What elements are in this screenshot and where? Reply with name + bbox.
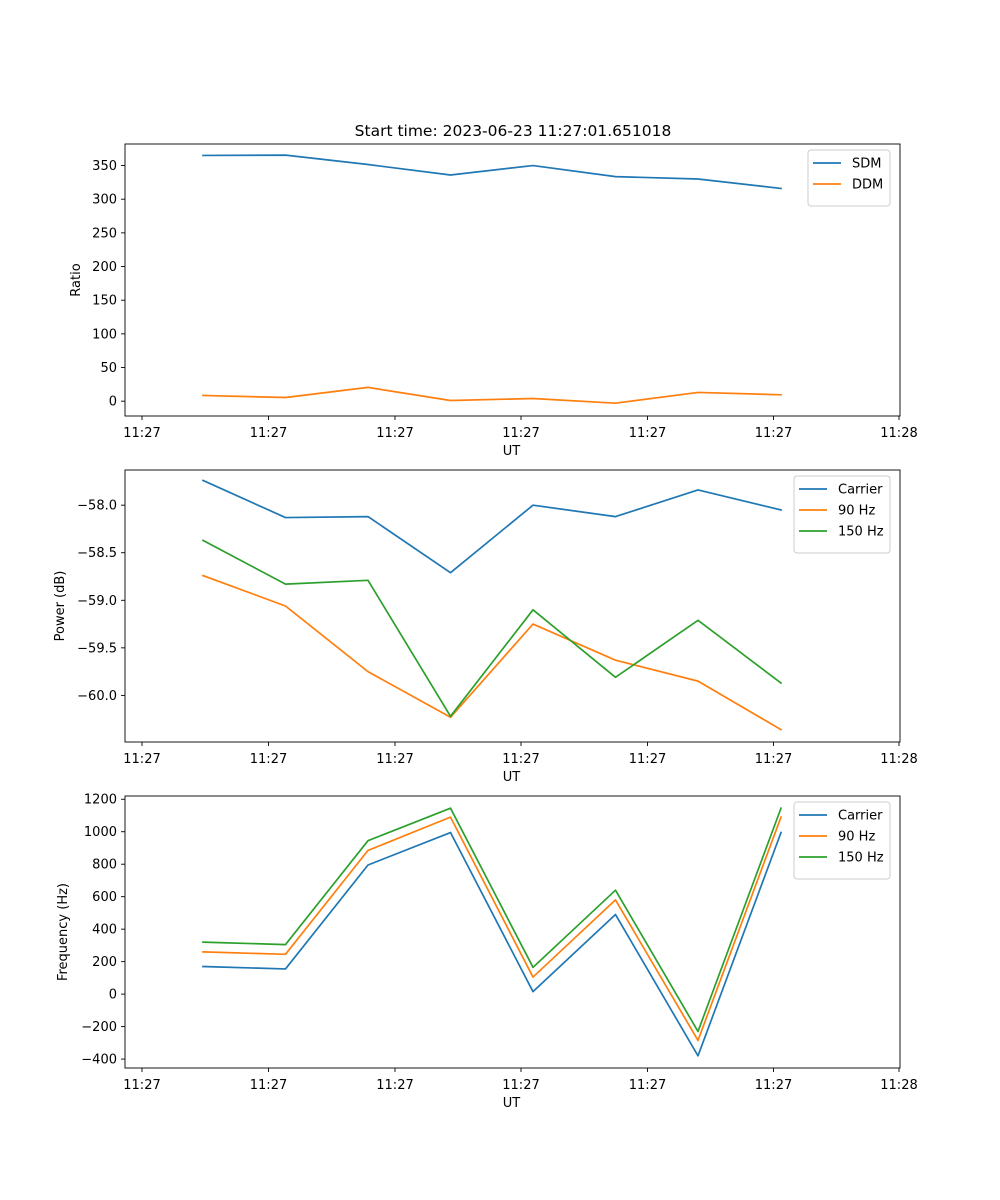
- y-tick-label: −400: [81, 1053, 117, 1068]
- legend: Carrier 90 Hz 150 Hz: [793, 475, 891, 554]
- x-axis-label: UT: [503, 770, 521, 785]
- y-tick-label: 1200: [84, 793, 117, 808]
- legend-label: 150 Hz: [838, 525, 884, 540]
- y-tick-label: −60.0: [77, 689, 117, 704]
- series-line-90-hz: [202, 816, 783, 1042]
- subplot-1: 0 50 100 150 200 250 300 350 11:27 11:27 11:27 11:2…: [69, 143, 918, 459]
- x-tick-label: 11:27: [502, 1078, 539, 1093]
- x-tick-label: 11:27: [629, 752, 666, 767]
- series-line-150-hz: [201, 539, 783, 718]
- y-tick-label: −59.5: [77, 641, 117, 656]
- legend: SDM DDM: [807, 149, 891, 207]
- x-tick-label: 11:28: [880, 426, 917, 441]
- x-tick-label: 11:27: [502, 752, 539, 767]
- legend-label: 150 Hz: [838, 851, 884, 866]
- y-tick-label: −58.0: [77, 499, 117, 514]
- plot-frame: [124, 469, 901, 743]
- subplots: 0 50 100 150 200 250 300 350 11:27 11:27 11:27 11:2…: [53, 143, 918, 1111]
- series-line-carrier: [201, 479, 783, 574]
- y-axis-label: Power (dB): [53, 571, 68, 642]
- x-tick-label: 11:27: [123, 1078, 160, 1093]
- legend-box: [807, 149, 891, 207]
- y-tick-label: 800: [92, 858, 117, 873]
- legend-label: Carrier: [838, 809, 883, 824]
- legend-label: Carrier: [838, 483, 883, 498]
- y-axis-label: Frequency (Hz): [56, 883, 71, 981]
- series-line-ddm: [202, 386, 782, 405]
- y-tick-label: −58.5: [77, 546, 117, 561]
- x-tick-label: 11:27: [502, 426, 539, 441]
- y-tick-label: 0: [109, 988, 117, 1003]
- y-tick-label: 100: [92, 327, 117, 342]
- legend-label: SDM: [852, 157, 881, 172]
- plot-frame: [124, 795, 901, 1069]
- x-tick-label: 11:27: [250, 426, 287, 441]
- subplot-2: −58.0 −58.5 −59.0 −59.5 −60.0 11:27 11:27 11:27…: [53, 469, 918, 785]
- y-tick-label: 250: [92, 226, 117, 241]
- y-tick-label: 300: [92, 193, 117, 208]
- x-tick-label: 11:27: [755, 752, 792, 767]
- x-tick-label: 11:27: [123, 426, 160, 441]
- y-tick-label: 400: [92, 923, 117, 938]
- y-tick-label: −59.0: [77, 594, 117, 609]
- x-tick-label: 11:27: [755, 1078, 792, 1093]
- x-tick-label: 11:27: [250, 752, 287, 767]
- series-line-90-hz: [201, 574, 783, 731]
- legend: Carrier 90 Hz 150 Hz: [793, 801, 891, 880]
- plot-frame: [124, 143, 901, 417]
- y-tick-label: 50: [100, 361, 117, 376]
- series-line-150-hz: [202, 807, 783, 1033]
- legend-box: [793, 475, 891, 554]
- x-tick-label: 11:27: [250, 1078, 287, 1093]
- y-axis-label: Ratio: [69, 263, 84, 296]
- y-tick-label: 600: [92, 890, 117, 905]
- legend-label: 90 Hz: [838, 830, 875, 845]
- legend-label: DDM: [852, 178, 883, 193]
- series-line-carrier: [202, 831, 783, 1057]
- legend-box: [793, 801, 891, 880]
- x-tick-label: 11:28: [880, 1078, 917, 1093]
- x-tick-label: 11:27: [376, 752, 413, 767]
- x-tick-label: 11:27: [376, 1078, 413, 1093]
- x-tick-label: 11:27: [755, 426, 792, 441]
- y-tick-label: 200: [92, 955, 117, 970]
- y-tick-label: 150: [92, 294, 117, 309]
- series-line-sdm: [202, 154, 782, 190]
- y-tick-label: 1000: [84, 825, 117, 840]
- x-tick-label: 11:27: [123, 752, 160, 767]
- y-tick-label: 0: [109, 395, 117, 410]
- x-axis-label: UT: [503, 1096, 521, 1111]
- chart-title: Start time: 2023-06-23 11:27:01.651018: [355, 122, 672, 140]
- x-axis-label: UT: [503, 444, 521, 459]
- legend-label: 90 Hz: [838, 504, 875, 519]
- subplot-3: −400 −200 0 200 400 600 800 1000 1200 11:27 11:27 1…: [56, 793, 918, 1111]
- x-tick-label: 11:28: [880, 752, 917, 767]
- x-tick-label: 11:27: [629, 1078, 666, 1093]
- x-tick-label: 11:27: [629, 426, 666, 441]
- y-tick-label: −200: [81, 1020, 117, 1035]
- y-tick-label: 200: [92, 260, 117, 275]
- y-tick-label: 350: [92, 159, 117, 174]
- x-tick-label: 11:27: [376, 426, 413, 441]
